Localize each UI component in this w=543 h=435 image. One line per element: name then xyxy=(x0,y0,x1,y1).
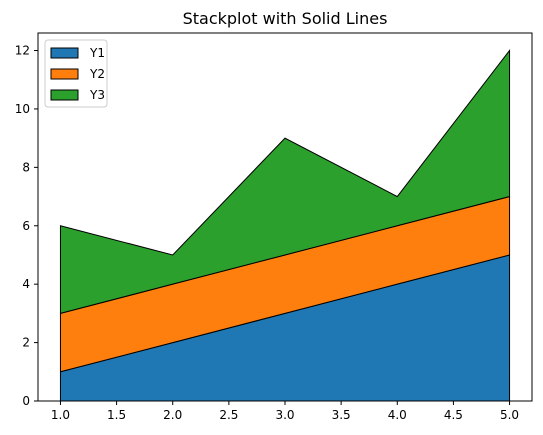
x-tick-label: 5.0 xyxy=(500,408,519,422)
x-tick-label: 2.0 xyxy=(163,408,182,422)
x-tick-label: 4.0 xyxy=(388,408,407,422)
x-tick-label: 1.0 xyxy=(51,408,70,422)
axes: 1.0 1.5 2.0 2.5 3.0 3.5 4.0 4.5 5.0 0 2 4 6 8 10 12 xyxy=(15,32,533,422)
legend-label-y1: Y1 xyxy=(89,46,105,60)
x-tick-label: 4.5 xyxy=(444,408,463,422)
legend-label-y2: Y2 xyxy=(89,67,105,81)
y-tick-label: 0 xyxy=(22,394,30,408)
y-tick-label: 12 xyxy=(15,44,30,58)
x-tick-label: 1.5 xyxy=(107,408,126,422)
y-tick-label: 6 xyxy=(22,219,30,233)
chart-title: Stackplot with Solid Lines xyxy=(183,9,388,28)
x-tick-label: 3.5 xyxy=(332,408,351,422)
legend-swatch-y3 xyxy=(50,89,79,101)
legend-swatch-y2 xyxy=(50,68,79,80)
area-y3 xyxy=(59,49,511,315)
y-tick-label: 8 xyxy=(22,160,30,174)
stacked-areas xyxy=(59,49,511,402)
legend-swatch-y1 xyxy=(50,47,79,59)
y-tick-label: 4 xyxy=(22,277,30,291)
y-tick-label: 2 xyxy=(22,336,30,350)
legend: Y1 Y2 Y3 xyxy=(44,39,108,108)
x-tick-label: 2.5 xyxy=(219,408,238,422)
y-tick-label: 10 xyxy=(15,102,30,116)
x-tick-label: 3.0 xyxy=(275,408,294,422)
legend-label-y3: Y3 xyxy=(89,88,105,102)
